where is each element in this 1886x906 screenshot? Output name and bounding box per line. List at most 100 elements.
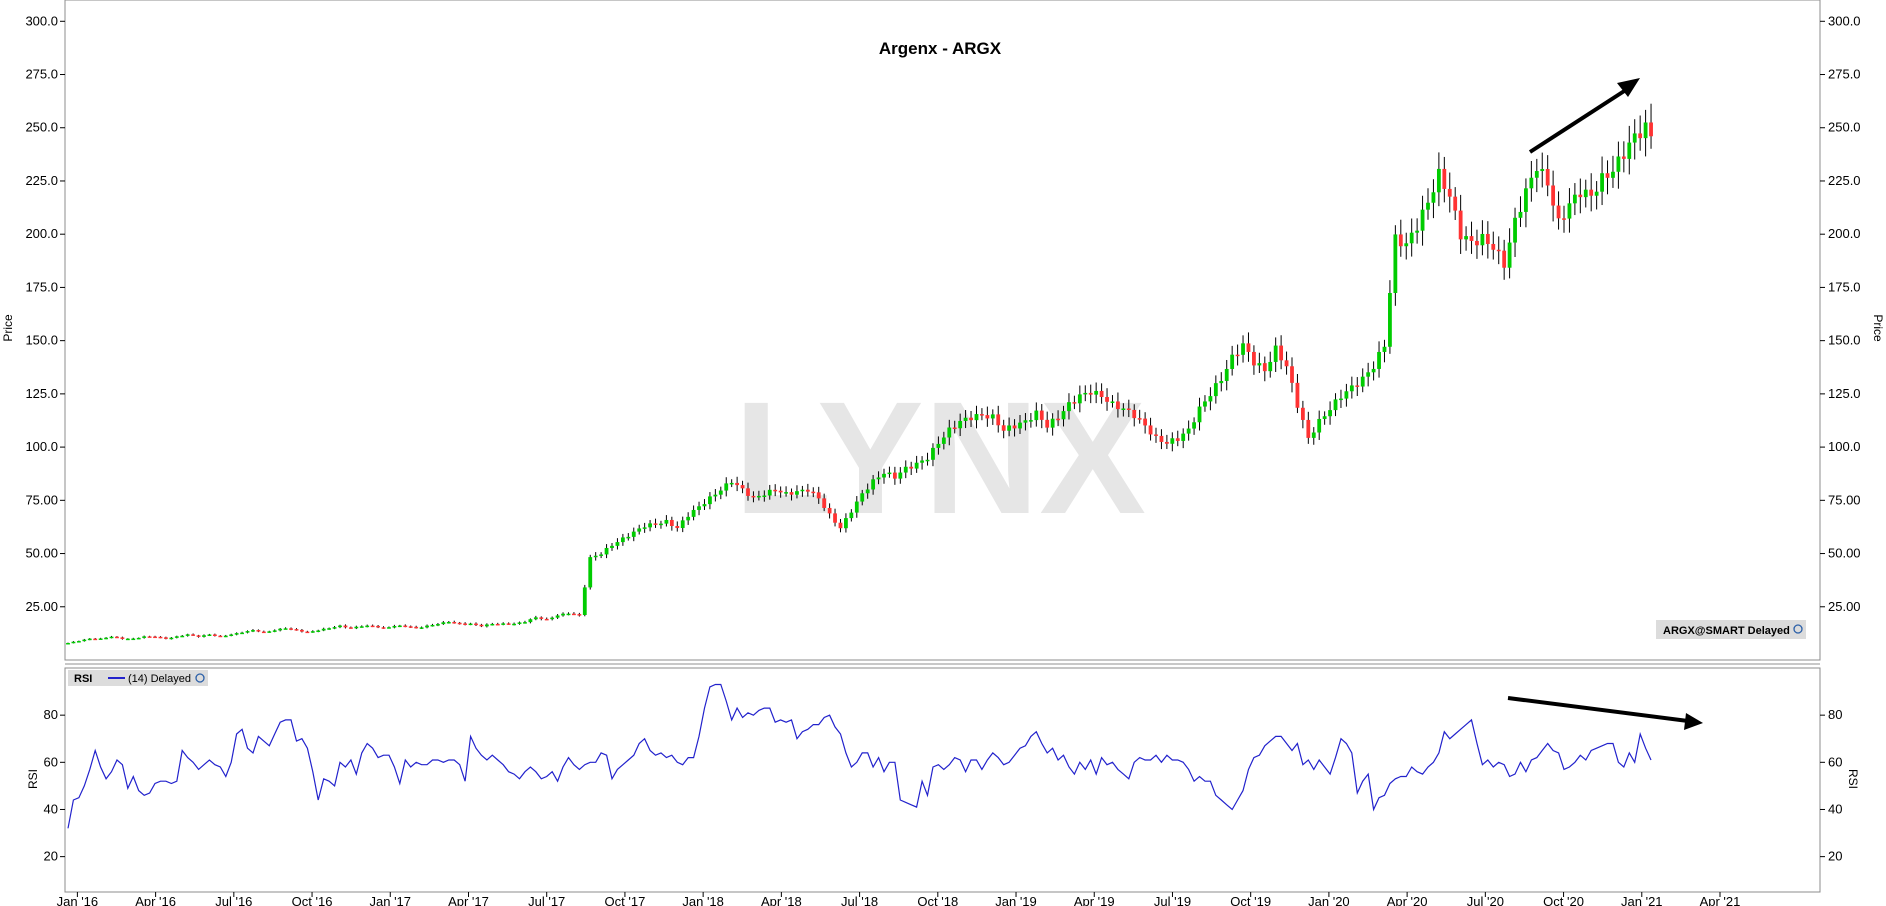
price-tick-label-left: 175.0 (25, 279, 58, 294)
price-tick-label-left: 300.0 (25, 13, 58, 28)
candle-body (289, 628, 293, 630)
candle-body (93, 638, 98, 641)
candle-body (468, 623, 473, 626)
candle-body (833, 513, 837, 523)
candle-body (463, 623, 468, 625)
candle-body (903, 466, 908, 473)
candle-body (1257, 363, 1262, 366)
candle-body (185, 634, 190, 636)
rsi-tick-label-left: 80 (44, 707, 58, 722)
candle-body (1632, 133, 1637, 143)
price-tick-label-left: 275.0 (25, 67, 58, 82)
time-tick-label: Jul '18 (841, 894, 878, 906)
candle-body (354, 626, 359, 629)
candle-body (283, 628, 288, 630)
candle-body (1039, 410, 1044, 420)
candle-body (332, 627, 337, 629)
rsi-downtrend-arrow (1507, 696, 1689, 723)
candle-body (338, 625, 342, 628)
watermark: LYNX (734, 368, 1146, 547)
candle-body (446, 621, 451, 624)
rsi-tick-label-right: 40 (1828, 801, 1842, 816)
time-tick-label: Jan '21 (1621, 894, 1663, 906)
price-tick-label-right: 175.0 (1828, 279, 1861, 294)
candle-body (756, 495, 761, 498)
candle-body (1284, 360, 1289, 367)
candle-body (1132, 409, 1137, 419)
candle-body (158, 636, 163, 639)
candle-body (1203, 401, 1207, 407)
candle-body (844, 518, 848, 529)
candle-body (136, 637, 141, 640)
price-tick-label-right: 300.0 (1828, 13, 1861, 28)
candle-body (1518, 211, 1523, 218)
price-axis-title-right: Price (1871, 314, 1885, 342)
candle-body (582, 587, 587, 615)
price-panel-frame (64, 0, 1821, 661)
candle-body (887, 472, 892, 475)
candle-body (1268, 361, 1273, 372)
candle-body (746, 488, 750, 496)
time-tick-label: Apr '20 (1387, 894, 1428, 906)
candle-body (234, 633, 239, 635)
candle-body (669, 519, 674, 527)
rsi-panel-frame (64, 667, 1821, 893)
price-tick-label-right: 50.00 (1828, 546, 1861, 561)
price-tick-label-right: 100.0 (1828, 439, 1861, 454)
candle-body (784, 492, 788, 494)
candle-body (321, 628, 326, 631)
price-tick-label-right: 200.0 (1828, 226, 1861, 241)
candle-body (588, 557, 593, 588)
candle-body (1290, 366, 1294, 383)
candle-body (1197, 406, 1202, 423)
time-tick-label: Apr '17 (448, 894, 489, 906)
candle-body (218, 635, 223, 638)
candle-body (98, 638, 103, 640)
candle-body (392, 626, 397, 628)
candle-body (740, 485, 745, 489)
price-tick-label-left: 150.0 (25, 333, 58, 348)
candle-body (1143, 418, 1148, 426)
price-tick-label-left: 100.0 (25, 439, 58, 454)
candle-body (359, 626, 364, 628)
candle-body (1219, 380, 1224, 384)
candle-body (1050, 418, 1055, 428)
price-tick-label-left: 200.0 (25, 226, 58, 241)
candle-body (1442, 168, 1447, 189)
candle-body (544, 618, 549, 621)
candle-body (1534, 171, 1539, 178)
candle-body (1611, 171, 1615, 178)
candle-body (762, 495, 767, 497)
candle-body (1643, 122, 1648, 139)
candle-body (664, 519, 669, 524)
candle-body (1105, 397, 1109, 402)
time-tick-label: Apr '19 (1074, 894, 1115, 906)
candlestick-series (66, 103, 1653, 645)
rsi-tick-label-left: 60 (44, 754, 58, 769)
candle-body (1616, 156, 1621, 172)
candle-body (506, 623, 511, 625)
price-tick-label-right: 75.00 (1828, 492, 1861, 507)
candle-body (223, 635, 228, 638)
candle-body (1175, 438, 1180, 441)
candle-body (370, 625, 375, 628)
candle-body (751, 495, 756, 498)
candle-body (680, 520, 685, 529)
candle-body (1241, 343, 1245, 355)
candle-body (1502, 250, 1507, 268)
candle-body (789, 492, 794, 495)
time-tick-label: Apr '16 (135, 894, 176, 906)
candle-body (212, 634, 217, 636)
candle-body (604, 547, 609, 555)
rsi-legend[interactable]: RSI (14) Delayed (68, 670, 208, 686)
symbol-badge-label: ARGX@SMART Delayed (1663, 625, 1790, 637)
candle-body (207, 634, 212, 636)
rsi-tick-label-left: 40 (44, 801, 58, 816)
candle-body (838, 522, 843, 529)
candle-body (1594, 191, 1599, 196)
candle-body (484, 624, 489, 627)
candle-body (969, 417, 973, 421)
candle-body (1404, 243, 1409, 247)
rsi-line (67, 683, 1652, 829)
candle-body (272, 630, 277, 632)
